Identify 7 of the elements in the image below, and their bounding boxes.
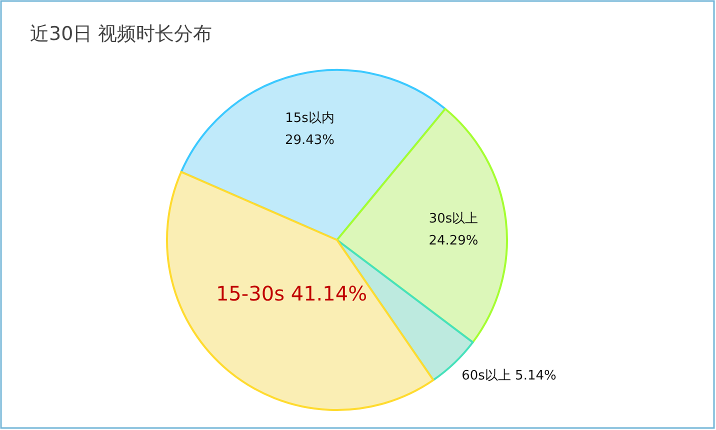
slice-label: 15-30s 41.14%: [216, 282, 368, 306]
chart-title: 近30日 视频时长分布: [30, 23, 212, 45]
slice-label: 15s以内: [285, 110, 334, 126]
slice-label: 30s以上: [428, 211, 478, 226]
slice-label: 60s以上 5.14%: [462, 368, 556, 384]
data-label: 29.43%: [284, 132, 335, 148]
data-label: 24.29%: [428, 233, 478, 248]
